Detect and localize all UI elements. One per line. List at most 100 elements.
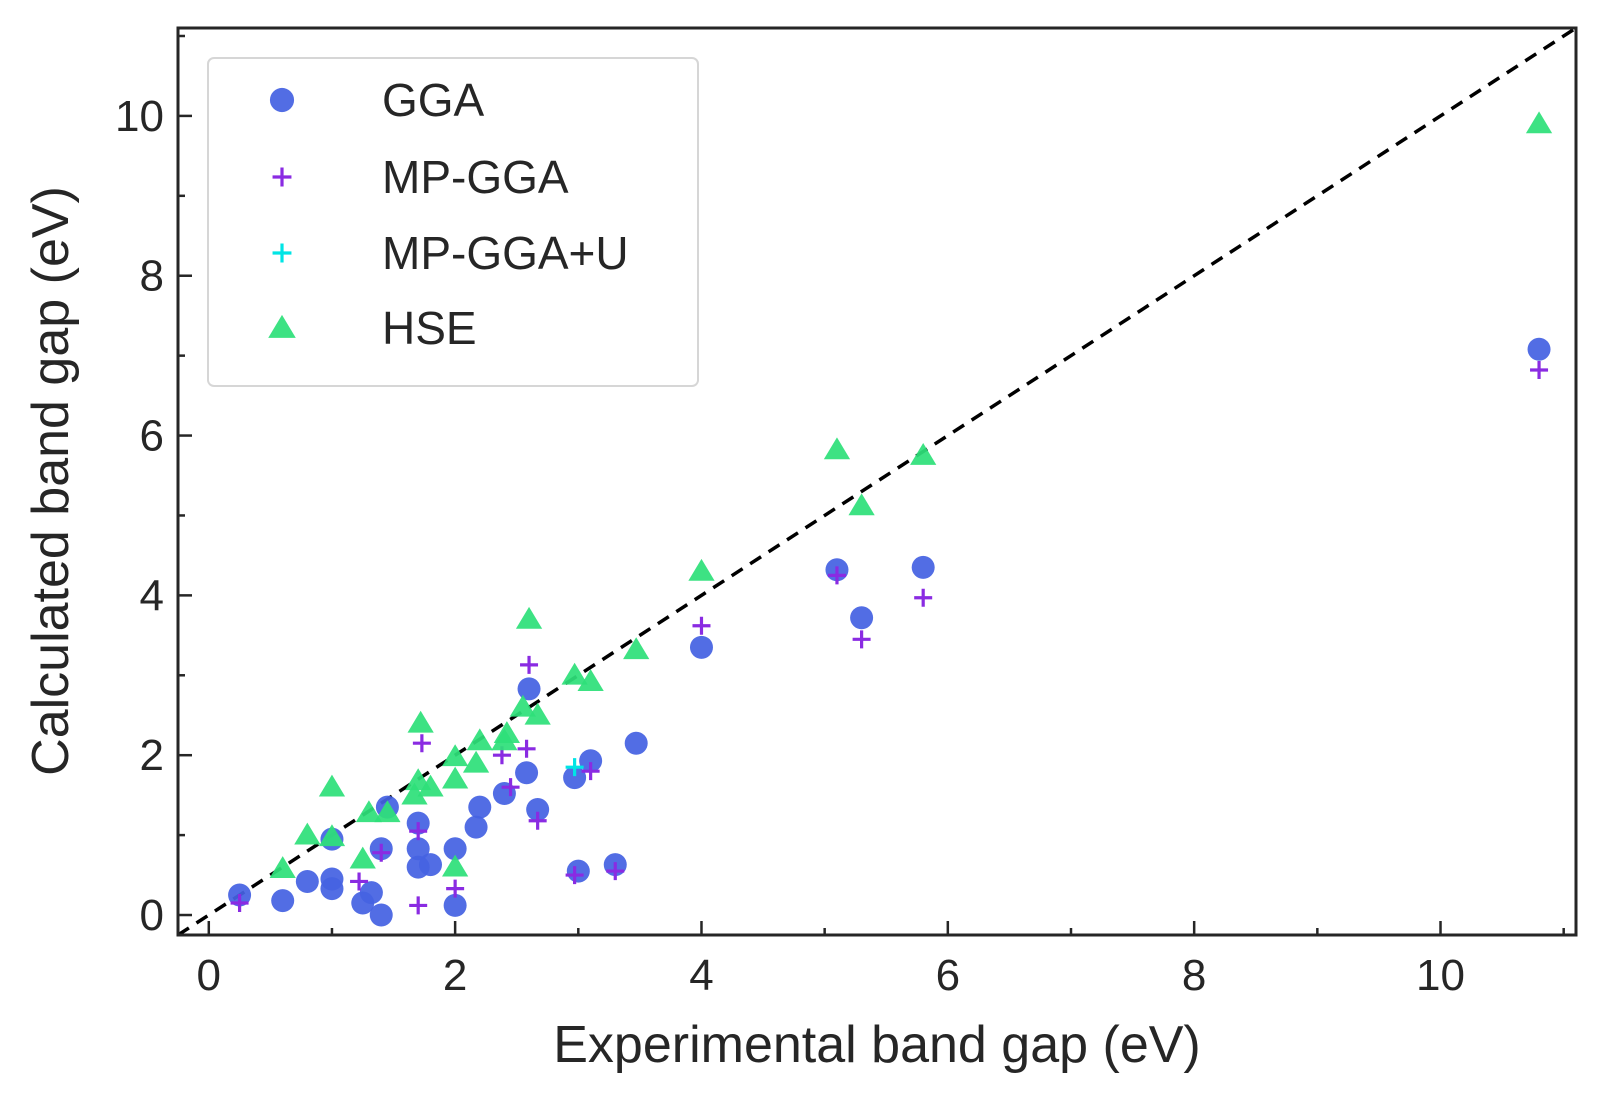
data-point-gga <box>1527 337 1551 361</box>
data-point-hse <box>910 443 937 465</box>
data-point-hse <box>355 800 383 823</box>
data-point-hse <box>561 662 588 685</box>
series-mp-gga <box>230 361 1549 915</box>
data-point-hse <box>577 669 604 692</box>
data-point-hse <box>442 766 469 789</box>
legend-label-mp-gga-u: MP-GGA+U <box>382 227 629 279</box>
data-point-hse <box>623 637 650 660</box>
data-point-gga <box>850 606 874 630</box>
legend-frame <box>207 57 699 387</box>
data-point-hse <box>294 822 321 845</box>
data-point-mp-gga <box>412 734 431 753</box>
data-point-gga <box>406 837 430 861</box>
data-point-gga <box>689 635 713 659</box>
y-axis-title: Calculated band gap (eV) <box>22 186 80 776</box>
y-tick-label: 10 <box>115 92 164 141</box>
data-point-mp-gga <box>565 866 584 885</box>
data-point-gga <box>295 869 319 893</box>
data-point-gga <box>369 903 393 927</box>
y-tick-label: 4 <box>140 571 164 620</box>
data-point-mp-gga <box>827 566 846 585</box>
data-point-gga <box>526 798 550 822</box>
data-point-hse <box>823 437 851 460</box>
data-point-hse <box>349 846 376 869</box>
data-point-gga <box>359 881 383 905</box>
y-tick-label: 8 <box>140 252 164 301</box>
legend-label-gga: GGA <box>382 74 485 126</box>
data-point-gga <box>563 766 587 790</box>
data-point-hse <box>374 800 401 823</box>
data-point-gga <box>517 677 541 701</box>
data-point-gga <box>492 782 516 806</box>
data-point-gga <box>468 795 492 819</box>
x-tick-label: 4 <box>689 951 713 1000</box>
x-tick-label: 2 <box>443 951 467 1000</box>
y-tick-label: 6 <box>140 412 164 461</box>
data-point-gga <box>624 731 648 755</box>
data-point-mp-gga <box>852 630 871 649</box>
y-tick-label: 0 <box>140 891 164 940</box>
data-point-hse <box>515 606 543 629</box>
data-point-mp-gga <box>528 811 547 830</box>
x-tick-label: 10 <box>1416 951 1465 1000</box>
data-point-mp-gga <box>520 655 539 674</box>
x-axis-title: Experimental band gap (eV) <box>553 1016 1201 1074</box>
x-tick-label: 0 <box>197 951 221 1000</box>
data-point-gga <box>515 761 539 785</box>
legend-marker-mp-gga-u <box>272 243 292 263</box>
data-point-gga <box>271 889 295 913</box>
data-point-hse <box>524 702 551 725</box>
data-point-gga <box>320 867 344 891</box>
diagonal-reference-line <box>177 26 1577 937</box>
data-point-mp-gga <box>409 822 428 841</box>
data-point-hse <box>462 750 490 773</box>
data-point-hse <box>493 721 520 743</box>
data-point-hse <box>417 774 444 797</box>
data-point-gga <box>566 859 590 883</box>
data-point-mp-gga <box>501 778 520 797</box>
data-point-gga <box>443 837 467 861</box>
data-point-mp-gga <box>350 872 369 891</box>
data-point-hse <box>318 824 346 847</box>
legend: GGA MP-GGA MP-GGA+U HSE <box>207 57 699 387</box>
data-point-hse <box>442 744 469 767</box>
data-point-mp-gga <box>517 739 536 758</box>
data-point-gga <box>579 749 603 773</box>
y-tick-label: 2 <box>140 731 164 780</box>
data-point-mp-gga <box>581 762 600 781</box>
data-point-mp-gga <box>446 879 465 898</box>
data-point-mp-gga <box>1530 361 1549 380</box>
legend-label-mp-gga: MP-GGA <box>382 151 569 203</box>
x-tick-label: 8 <box>1182 951 1206 1000</box>
data-point-hse <box>401 782 428 805</box>
data-point-mp-gga <box>606 862 625 881</box>
data-point-mp-gga <box>914 588 933 607</box>
data-point-hse <box>1525 111 1553 134</box>
data-point-mp-gga <box>372 843 391 862</box>
legend-marker-hse <box>268 314 296 338</box>
data-point-hse <box>407 710 434 733</box>
data-point-mp-gga <box>692 616 711 635</box>
data-point-mp-gga <box>230 894 249 913</box>
data-point-mp-gga <box>409 896 428 915</box>
data-point-mp-gga-u <box>565 758 584 777</box>
data-point-gga <box>464 815 488 839</box>
data-point-hse <box>442 854 469 877</box>
data-point-gga <box>911 555 935 579</box>
plot-frame <box>176 26 1578 937</box>
data-point-hse <box>466 728 493 751</box>
data-point-gga <box>443 893 467 917</box>
data-point-hse <box>848 493 875 516</box>
data-point-hse <box>509 694 537 717</box>
data-point-hse <box>688 558 715 581</box>
series-hse <box>269 111 1553 879</box>
series-mp-gga-u <box>565 758 584 777</box>
legend-label-hse: HSE <box>382 302 477 354</box>
data-point-gga <box>419 853 443 877</box>
data-point-hse <box>269 856 296 879</box>
legend-marker-mp-gga <box>272 167 292 187</box>
x-tick-label: 6 <box>936 951 960 1000</box>
data-point-hse <box>318 774 346 797</box>
legend-marker-gga <box>269 87 295 113</box>
